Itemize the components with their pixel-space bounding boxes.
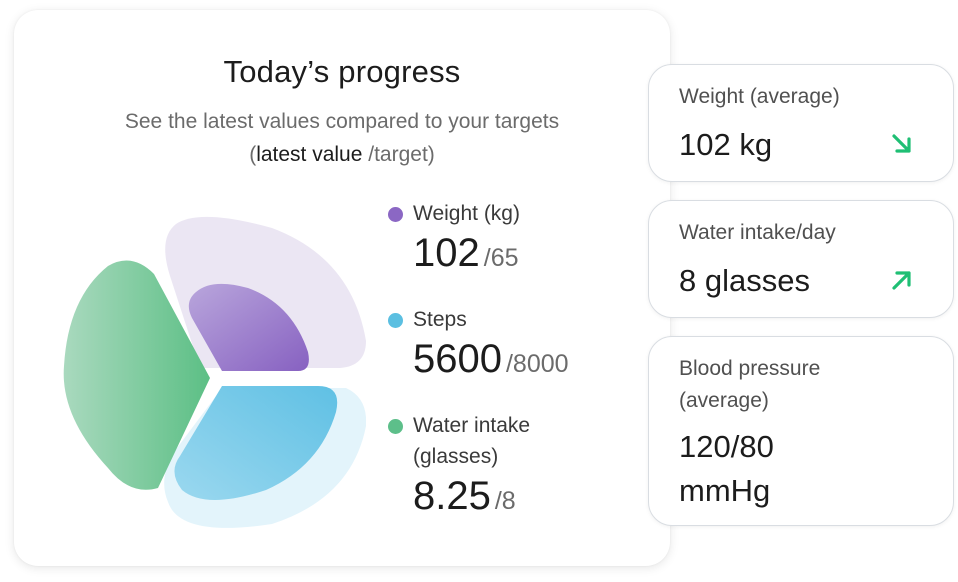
steps-segment xyxy=(174,386,338,500)
metric-label: Weight (kg) xyxy=(413,202,520,225)
steps-color-dot xyxy=(388,313,403,328)
metrics-legend: Weight (kg) 102/65 Steps 5600/8000 xyxy=(388,198,648,525)
metric-target: /8 xyxy=(494,487,516,515)
subtitle-line-2: (latest value /target) xyxy=(14,138,670,171)
metric-value-row: 8.25/8 xyxy=(413,472,648,525)
metric-target: /65 xyxy=(483,244,519,272)
metric-weight-label-row: Weight (kg) xyxy=(388,198,648,229)
card-value-unit: mmHg xyxy=(679,473,771,508)
card-value: 120/80 xyxy=(679,429,774,464)
subtitle-rest: /target) xyxy=(362,143,435,166)
subtitle-paren: ( xyxy=(249,143,257,166)
card-value: 102 kg xyxy=(679,127,773,162)
card-label: Weight (average) xyxy=(679,85,840,108)
metric-steps: Steps 5600/8000 xyxy=(388,304,648,388)
card-value: 8 glasses xyxy=(679,263,810,298)
progress-card: Today’s progress See the latest values c… xyxy=(14,10,670,566)
weight-average-card[interactable]: Weight (average) 102 kg xyxy=(648,64,954,182)
card-label: Water intake/day xyxy=(679,221,836,244)
water-intake-card[interactable]: Water intake/day 8 glasses xyxy=(648,200,954,318)
progress-pie-chart xyxy=(63,216,366,528)
metric-label: Steps xyxy=(413,308,467,331)
metric-water: Water intake (glasses) 8.25/8 xyxy=(388,410,648,525)
weight-segment xyxy=(188,283,309,371)
arrow-down-right-icon xyxy=(892,134,911,153)
metric-value: 5600 xyxy=(413,337,502,381)
metric-label-sub: (glasses) xyxy=(413,445,499,468)
water-color-dot xyxy=(388,419,403,434)
water-segment xyxy=(63,260,210,490)
metric-water-label-row: Water intake (glasses) xyxy=(388,410,648,472)
metric-label: Water intake xyxy=(413,414,531,437)
metric-target: /8000 xyxy=(505,350,569,378)
subtitle-bold: latest value xyxy=(256,143,363,166)
metric-steps-label-row: Steps xyxy=(388,304,648,335)
metric-weight: Weight (kg) 102/65 xyxy=(388,198,648,282)
card-label: Blood pressure xyxy=(679,357,821,380)
weight-color-dot xyxy=(388,207,403,222)
blood-pressure-card[interactable]: Blood pressure (average) 120/80 mmHg xyxy=(648,336,954,526)
metric-value: 8.25 xyxy=(413,474,491,518)
metric-label-lines: Water intake (glasses) xyxy=(413,410,530,472)
subtitle: See the latest values compared to your t… xyxy=(14,105,670,171)
arrow-up-right-icon xyxy=(892,271,911,290)
metric-value-row: 5600/8000 xyxy=(413,335,648,388)
page-title: Today’s progress xyxy=(223,54,461,89)
card-label-sub: (average) xyxy=(679,389,769,412)
subtitle-line: See the latest values compared to your t… xyxy=(124,110,560,133)
metric-value-row: 102/65 xyxy=(413,229,648,282)
metric-value: 102 xyxy=(413,231,480,275)
